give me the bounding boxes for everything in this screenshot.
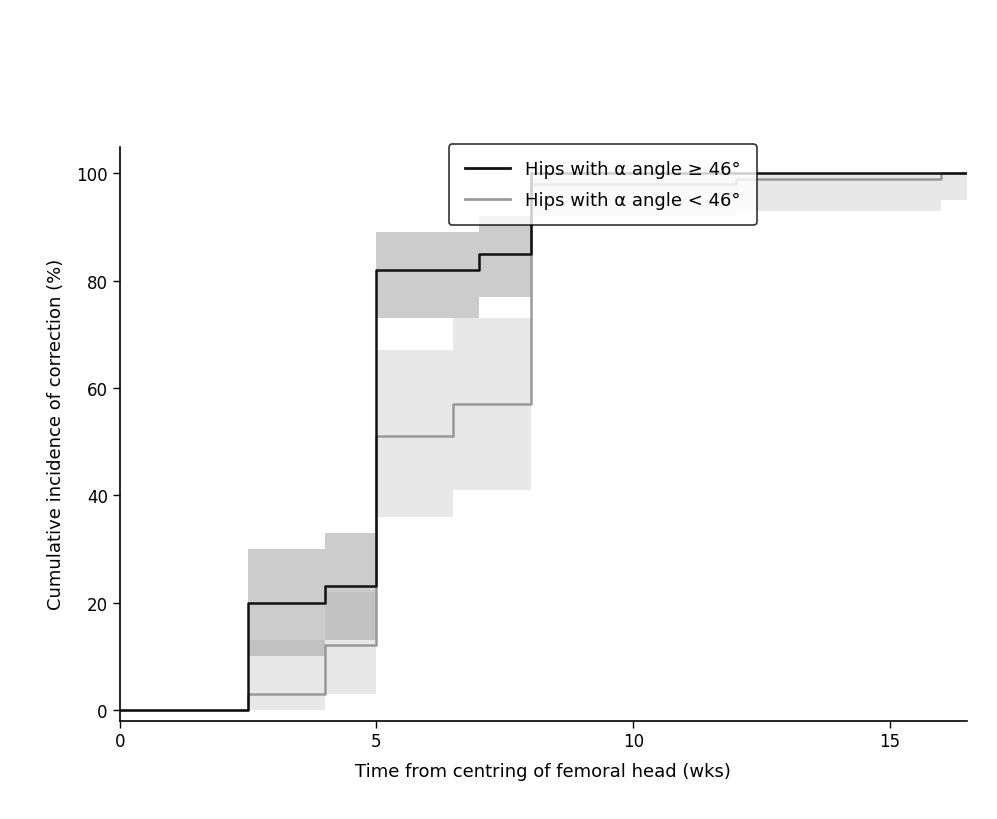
Legend: Hips with α angle ≥ 46°, Hips with α angle < 46°: Hips with α angle ≥ 46°, Hips with α ang… xyxy=(449,145,757,226)
Y-axis label: Cumulative incidence of correction (%): Cumulative incidence of correction (%) xyxy=(47,259,65,609)
X-axis label: Time from centring of femoral head (wks): Time from centring of femoral head (wks) xyxy=(355,762,732,780)
